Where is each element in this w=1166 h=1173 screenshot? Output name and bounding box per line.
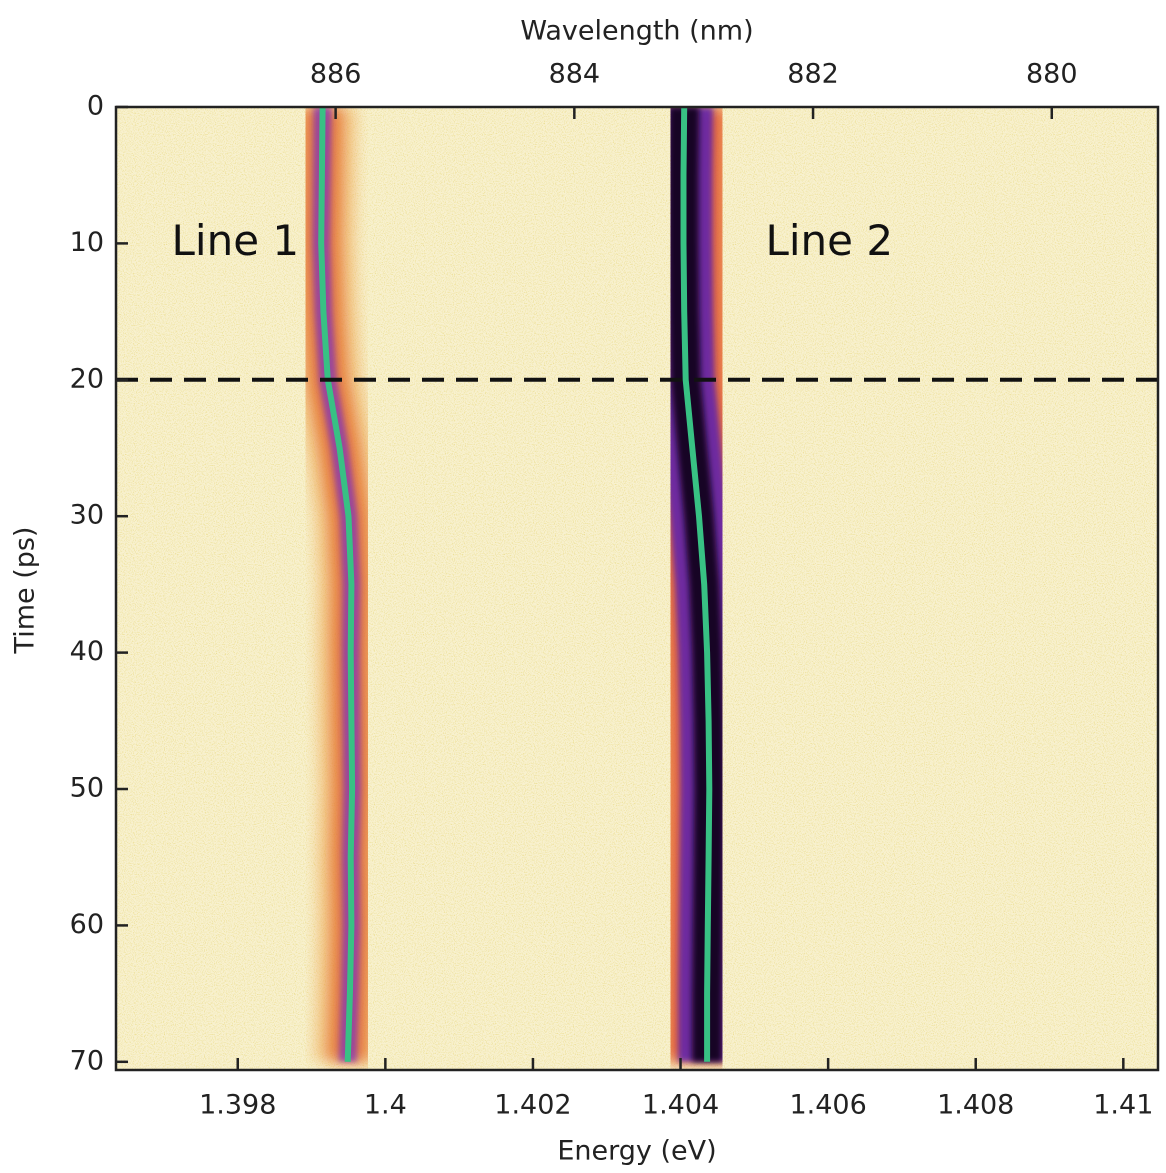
x-tick-label: 1.402 (494, 1090, 571, 1121)
peak-line (318, 107, 356, 1062)
x2-tick-label: 882 (787, 59, 839, 90)
y-tick-label: 30 (70, 500, 104, 531)
x-tick-label: 1.41 (1093, 1090, 1153, 1121)
y-tick-label: 50 (70, 773, 104, 804)
y-tick-label: 70 (70, 1045, 104, 1076)
x-tick-label: 1.4 (364, 1090, 407, 1121)
y-tick-label: 10 (70, 227, 104, 258)
peak-line (680, 107, 713, 1062)
x2-axis-label: Wavelength (nm) (520, 16, 753, 47)
y-axis-label: Time (ps) (10, 527, 41, 655)
x-tick-label: 1.404 (642, 1090, 719, 1121)
y-tick-label: 40 (70, 636, 104, 667)
x-tick-label: 1.398 (199, 1090, 276, 1121)
x-tick-label: 1.408 (937, 1090, 1014, 1121)
x-axis-label: Energy (eV) (557, 1136, 716, 1167)
y-tick-label: 60 (70, 909, 104, 940)
x2-tick-label: 884 (549, 59, 601, 90)
y-tick-label: 0 (87, 91, 104, 122)
series-label: Line 2 (765, 216, 893, 265)
plot-frame (114, 105, 1160, 1072)
x2-tick-label: 886 (310, 59, 362, 90)
series-label: Line 1 (172, 216, 300, 265)
x2-tick-label: 880 (1026, 59, 1078, 90)
y-tick-label: 20 (70, 363, 104, 394)
x-tick-label: 1.406 (789, 1090, 866, 1121)
